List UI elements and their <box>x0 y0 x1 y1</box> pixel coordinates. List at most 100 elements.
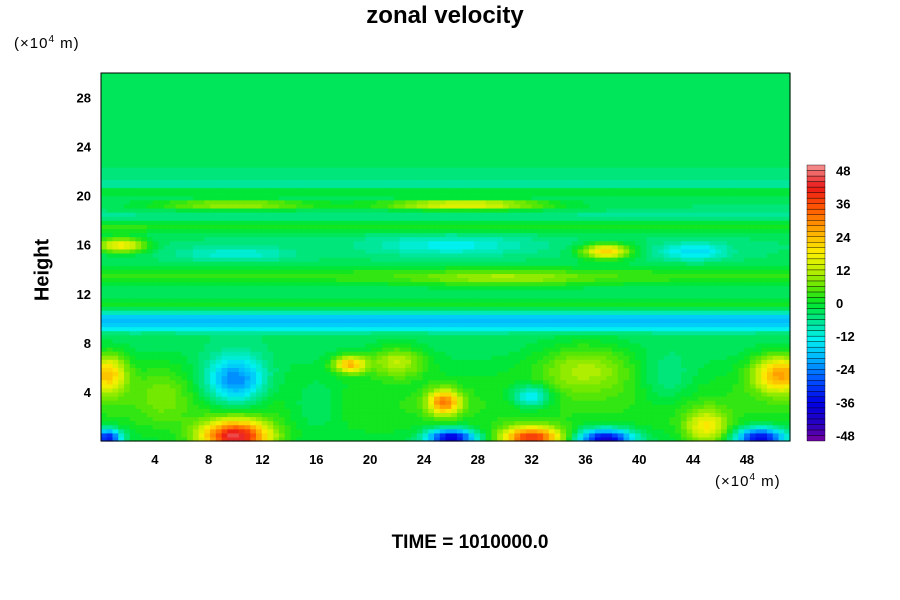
heatmap-cell <box>382 436 389 442</box>
heatmap-cell <box>215 310 223 315</box>
heatmap-cell <box>479 371 487 377</box>
heatmap-cell <box>388 355 395 360</box>
heatmap-cell <box>238 301 246 307</box>
heatmap-cell <box>175 391 182 397</box>
heatmap-cell <box>106 281 114 287</box>
heatmap-cell <box>680 367 688 373</box>
heatmap-cell <box>761 359 768 364</box>
heatmap-cell <box>336 338 343 344</box>
heatmap-cell <box>784 273 791 279</box>
heatmap-cell <box>508 338 515 344</box>
heatmap-cell <box>657 424 665 430</box>
heatmap-cell <box>238 432 246 438</box>
heatmap-cell <box>175 301 182 307</box>
heatmap-cell <box>215 432 223 438</box>
heatmap-cell <box>365 387 372 393</box>
heatmap-cell <box>118 338 125 344</box>
heatmap-cell <box>112 330 119 336</box>
heatmap-cell <box>324 342 332 348</box>
heatmap-cell <box>169 420 177 426</box>
heatmap-cell <box>686 428 693 434</box>
heatmap-cell <box>514 338 521 344</box>
heatmap-cell <box>135 396 142 401</box>
heatmap-cell <box>376 416 383 422</box>
heatmap-cell <box>238 408 246 413</box>
heatmap-cell <box>112 391 119 397</box>
heatmap-cell <box>187 383 194 389</box>
heatmap-cell <box>554 322 561 328</box>
heatmap-cell <box>370 334 378 340</box>
heatmap-cell <box>393 334 401 340</box>
heatmap-cell <box>439 387 447 393</box>
heatmap-cell <box>422 367 429 373</box>
heatmap-cell <box>755 416 762 422</box>
heatmap-cell <box>393 428 401 434</box>
heatmap-cell <box>577 326 584 332</box>
heatmap-cell <box>663 314 671 319</box>
heatmap-cell <box>497 400 504 405</box>
heatmap-cell <box>617 285 625 291</box>
heatmap-cell <box>359 269 366 274</box>
heatmap-cell <box>709 396 716 401</box>
heatmap-cell <box>571 404 579 409</box>
heatmap-cell <box>744 424 751 430</box>
heatmap-cell <box>353 371 360 377</box>
heatmap-cell <box>657 359 665 364</box>
heatmap-cell <box>451 289 458 295</box>
heatmap-cell <box>680 301 688 307</box>
heatmap-cell <box>278 322 286 328</box>
heatmap-cell <box>468 322 475 328</box>
heatmap-cell <box>589 436 596 442</box>
heatmap-cell <box>531 420 538 426</box>
heatmap-cell <box>353 391 360 397</box>
heatmap-cell <box>778 281 785 287</box>
heatmap-cell <box>221 412 228 418</box>
heatmap-cell <box>577 277 584 283</box>
heatmap-cell <box>227 334 234 340</box>
heatmap-cell <box>221 322 228 328</box>
heatmap-cell <box>566 281 573 287</box>
heatmap-cell <box>451 322 458 328</box>
heatmap-cell <box>589 428 596 434</box>
heatmap-cell <box>244 436 251 442</box>
heatmap-cell <box>221 342 228 348</box>
heatmap-cell <box>198 338 205 344</box>
heatmap-cell <box>399 396 406 401</box>
heatmap-cell <box>566 346 573 352</box>
heatmap-cell <box>411 363 418 368</box>
heatmap-cell <box>233 404 240 409</box>
heatmap-cell <box>468 400 475 405</box>
heatmap-cell <box>439 412 447 418</box>
heatmap-cell <box>474 346 481 352</box>
heatmap-cell <box>623 330 630 336</box>
heatmap-cell <box>474 273 481 279</box>
heatmap-cell <box>278 359 286 364</box>
heatmap-cell <box>296 371 303 377</box>
heatmap-cell <box>135 432 142 438</box>
heatmap-cell <box>221 285 228 291</box>
heatmap-cell <box>623 306 630 311</box>
heatmap-cell <box>634 436 642 442</box>
heatmap-cell <box>146 277 154 283</box>
heatmap-cell <box>468 289 475 295</box>
heatmap-cell <box>238 371 246 377</box>
heatmap-cell <box>376 387 383 393</box>
heatmap-cell <box>686 314 693 319</box>
heatmap-cell <box>233 359 240 364</box>
heatmap-cell <box>606 342 613 348</box>
heatmap-cell <box>382 334 389 340</box>
heatmap-cell <box>307 420 315 426</box>
heatmap-cell <box>181 273 188 279</box>
heatmap-cell <box>445 412 452 418</box>
heatmap-cell <box>767 281 774 287</box>
heatmap-cell <box>393 375 401 381</box>
heatmap-cell <box>726 416 734 422</box>
heatmap-cell <box>192 314 200 319</box>
heatmap-cell <box>772 424 780 430</box>
heatmap-cell <box>353 379 360 385</box>
heatmap-cell <box>657 371 665 377</box>
heatmap-cell <box>158 379 165 385</box>
heatmap-cell <box>761 293 768 299</box>
heatmap-cell <box>784 396 791 401</box>
heatmap-cell <box>554 363 561 368</box>
